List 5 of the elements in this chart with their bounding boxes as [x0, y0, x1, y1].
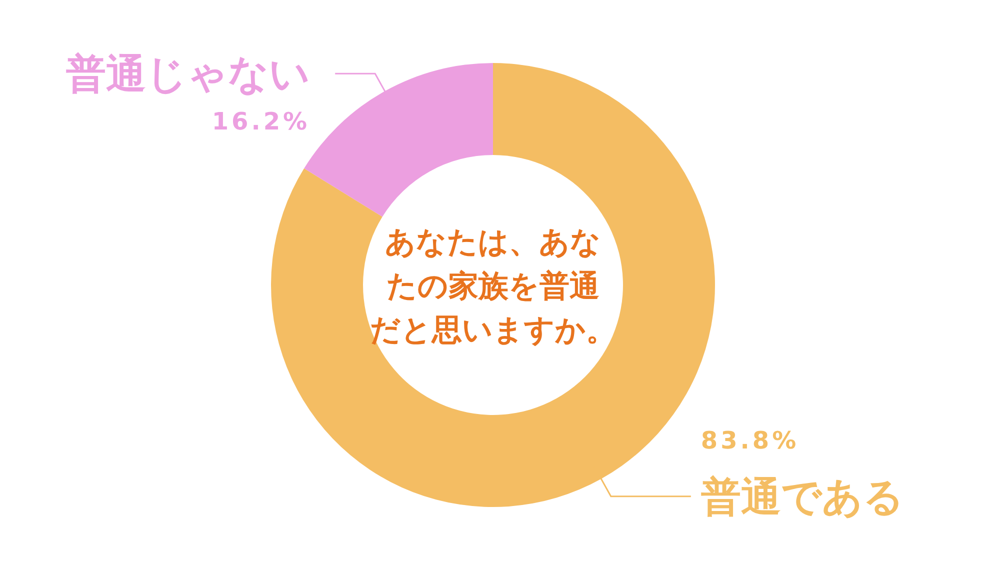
- data-label: 83.8%: [700, 426, 800, 454]
- slice-label: 普通じゃない: [66, 52, 310, 98]
- text: あなたは、あなたの家族を普通だと思いますか。: [370, 225, 616, 348]
- slice-label: 普通である: [700, 474, 904, 520]
- data-label: 16.2%: [212, 108, 310, 136]
